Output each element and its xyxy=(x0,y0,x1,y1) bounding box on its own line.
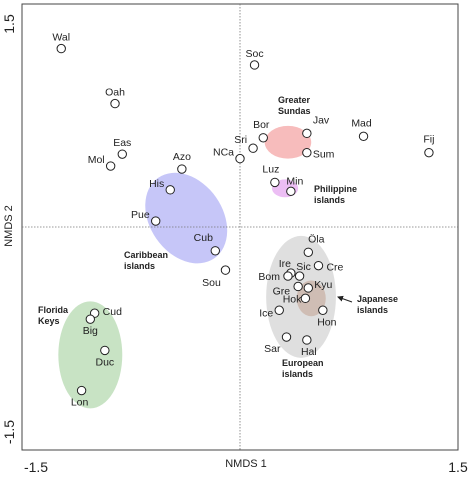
x-tick-label-max: 1.5 xyxy=(448,459,468,475)
y-tick-label-max: 1.5 xyxy=(1,14,17,34)
point-label-gre: Gre xyxy=(273,285,291,297)
data-point-nca xyxy=(235,153,245,164)
point-label-sar: Sar xyxy=(264,343,281,355)
region-label-caribbean-islands: islands xyxy=(124,261,155,271)
point-label-sou: Sou xyxy=(202,277,221,289)
point-label-la: Öla xyxy=(308,233,325,245)
reference-lines xyxy=(22,4,458,450)
region-label-florida-keys: Keys xyxy=(38,316,60,326)
point-label-cud: Cud xyxy=(103,306,122,318)
data-point-big xyxy=(85,314,96,324)
region-ellipse-caribbean-islands xyxy=(145,172,228,264)
point-label-big: Big xyxy=(83,325,98,337)
point-label-jav: Jav xyxy=(313,114,330,126)
point-label-eas: Eas xyxy=(113,137,131,149)
data-point-bor xyxy=(258,133,268,143)
data-point-cub xyxy=(210,246,220,256)
data-point-luz xyxy=(270,177,280,188)
data-point-sar xyxy=(281,332,292,342)
point-label-wal: Wal xyxy=(52,32,70,44)
y-axis-title: NMDS 2 xyxy=(3,205,15,247)
point-label-kyu: Kyu xyxy=(314,279,332,291)
region-label-caribbean-islands: Caribbean xyxy=(124,250,168,260)
data-point-sic xyxy=(294,271,305,281)
data-point-sri xyxy=(248,143,258,153)
data-point-lon xyxy=(76,385,87,396)
data-point-hon xyxy=(318,305,328,315)
data-point-mad xyxy=(358,131,369,142)
points-layer: Wal Soc Oah Jav Mad Bor Sri Sum Fij Eas NCa Mol Azo L… xyxy=(52,32,434,409)
data-point-ice xyxy=(274,305,284,315)
point-label-hok: Hok xyxy=(283,293,302,305)
point-label-hon: Hon xyxy=(317,316,336,328)
point-label-his: His xyxy=(149,178,164,190)
data-point-jav xyxy=(302,128,312,139)
japanese-islands-arrow xyxy=(337,295,353,303)
data-point-wal xyxy=(56,43,66,54)
point-label-bor: Bor xyxy=(253,119,270,131)
data-point-azo xyxy=(177,164,187,174)
point-label-fij: Fij xyxy=(423,134,434,146)
region-label-japanese-islands: islands xyxy=(357,305,388,315)
x-axis-title: NMDS 1 xyxy=(225,458,267,470)
point-label-oah: Oah xyxy=(105,87,125,99)
point-label-mol: Mol xyxy=(88,154,105,166)
data-point-min xyxy=(286,186,296,197)
point-label-mad: Mad xyxy=(351,117,372,129)
point-label-pue: Pue xyxy=(131,209,150,221)
data-point-eas xyxy=(117,149,127,159)
point-label-ire: Ire xyxy=(279,258,291,270)
point-label-sum: Sum xyxy=(313,149,335,161)
point-label-sic: Sic xyxy=(296,261,311,273)
data-point-hok xyxy=(300,293,311,304)
point-label-soc: Soc xyxy=(245,48,263,60)
point-label-bom: Bom xyxy=(258,271,280,283)
data-point-mol xyxy=(105,161,116,171)
point-label-nca: NCa xyxy=(213,147,234,159)
data-point-hal xyxy=(302,335,312,345)
point-label-sri: Sri xyxy=(234,134,247,146)
region-ellipse-florida-keys xyxy=(58,301,123,409)
data-point-sum xyxy=(302,147,312,158)
data-point-kyu xyxy=(303,283,314,293)
point-label-ice: Ice xyxy=(259,307,273,319)
region-label-greater-sundas: Sundas xyxy=(278,106,311,116)
x-tick-label-min: -1.5 xyxy=(24,459,48,475)
point-label-min: Min xyxy=(286,175,303,187)
region-label-european-islands: European xyxy=(282,358,324,368)
region-label-european-islands: islands xyxy=(282,369,313,379)
data-point-his xyxy=(165,185,175,195)
region-label-japanese-islands: Japanese xyxy=(357,294,398,304)
point-label-cub: Cub xyxy=(194,232,213,244)
data-point-bom xyxy=(283,271,293,281)
point-label-lon: Lon xyxy=(71,397,89,409)
data-point-cre xyxy=(313,260,324,271)
data-point-duc xyxy=(100,345,110,356)
region-label-greater-sundas: Greater xyxy=(278,95,311,105)
region-label-florida-keys: Florida xyxy=(38,305,69,315)
data-point-gre xyxy=(293,281,303,292)
region-label-philippine-islands: Philippine xyxy=(314,184,357,194)
data-point-la xyxy=(303,247,314,257)
data-point-pue xyxy=(151,216,161,226)
region-labels: GreaterSundasPhilippineislandsCaribbeani… xyxy=(38,95,398,379)
region-ellipse-greater-sundas xyxy=(264,125,312,159)
point-label-hal: Hal xyxy=(301,346,317,358)
point-label-duc: Duc xyxy=(95,356,114,368)
point-label-azo: Azo xyxy=(173,151,191,163)
point-label-cre: Cre xyxy=(326,262,343,274)
data-point-sou xyxy=(220,265,231,275)
y-tick-label-min: -1.5 xyxy=(1,420,17,444)
data-point-fij xyxy=(424,147,434,158)
point-label-luz: Luz xyxy=(262,163,279,175)
region-label-philippine-islands: islands xyxy=(314,195,345,205)
data-point-oah xyxy=(110,98,120,109)
data-point-soc xyxy=(249,60,260,70)
